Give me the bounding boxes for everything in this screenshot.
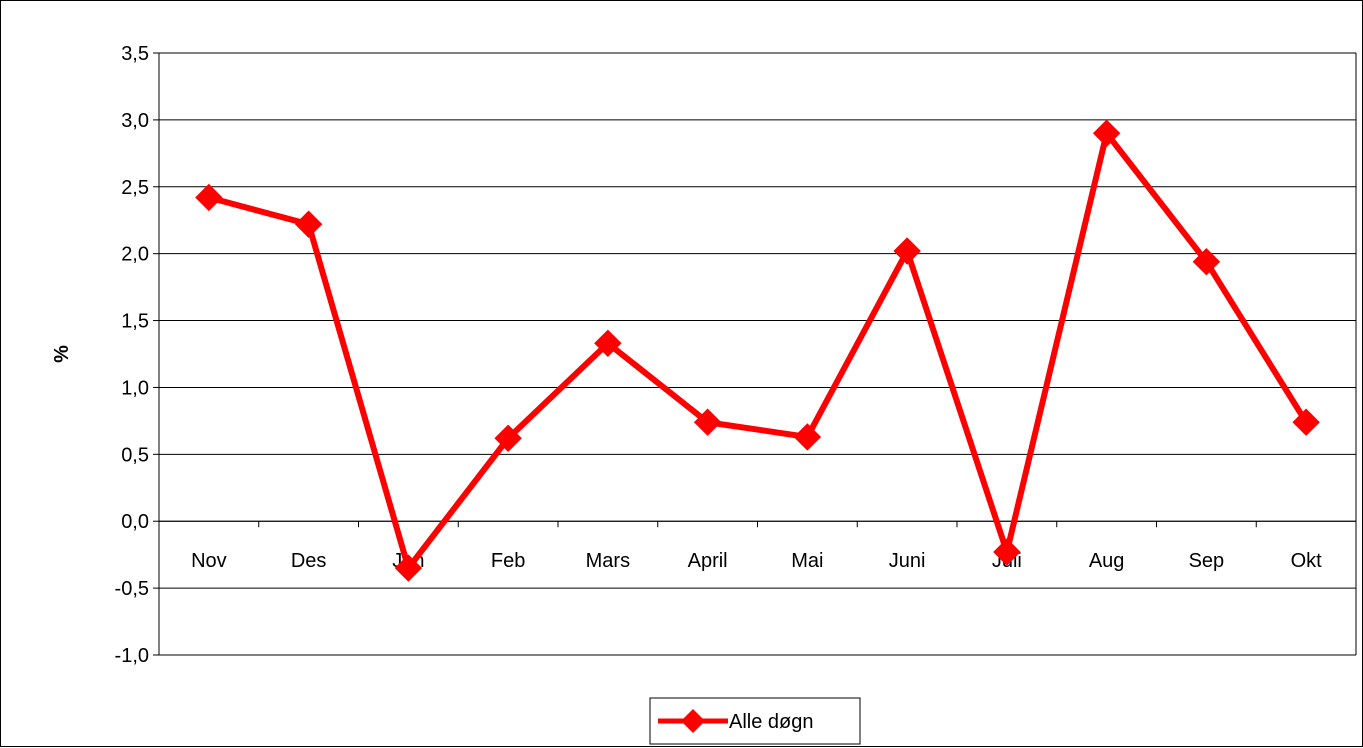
- x-tick-label: Nov: [191, 550, 227, 572]
- x-tick-label: Sep: [1189, 550, 1225, 572]
- x-tick-label: Des: [291, 550, 327, 572]
- y-tick-label: 2,5: [121, 177, 149, 199]
- y-tick-label: 3,5: [121, 43, 149, 65]
- data-point-marker: [1092, 119, 1121, 147]
- x-tick-labels: NovDesJanFebMarsAprilMaiJuniJuliAugSepOk…: [191, 550, 1322, 572]
- data-point-marker: [1292, 408, 1320, 436]
- x-tick-label: Aug: [1089, 550, 1125, 572]
- x-tick-label: Mai: [791, 550, 823, 572]
- y-tick-labels: -1,0 -0,5 0,0 0,5 1,0 1,5 2,0 2,5 3,0 3,5: [115, 43, 149, 667]
- gridlines: [153, 52, 1356, 656]
- data-point-marker: [195, 183, 223, 212]
- y-tick-label: 1,0: [121, 377, 149, 399]
- x-tick-label: Okt: [1291, 550, 1323, 572]
- y-tick-label: 2,0: [121, 244, 149, 266]
- y-tick-label: 0,0: [121, 511, 149, 533]
- y-tick-label: 0,5: [121, 444, 149, 466]
- data-point-marker: [1192, 247, 1221, 276]
- y-tick-label: 1,5: [121, 311, 149, 333]
- data-point-marker: [394, 554, 423, 582]
- x-tick-label: April: [688, 550, 728, 572]
- axes: [158, 53, 1357, 655]
- data-point-marker: [294, 210, 323, 238]
- legend-label: Alle døgn: [729, 711, 814, 733]
- data-point-marker: [993, 538, 1021, 566]
- y-axis-title: %: [51, 345, 73, 363]
- data-point-marker: [793, 423, 822, 451]
- data-point-marker: [893, 237, 921, 265]
- y-tick-label: -1,0: [115, 645, 149, 667]
- legend-diamond-marker: [681, 709, 705, 733]
- y-tick-label: -0,5: [115, 578, 149, 600]
- x-tick-label: Juni: [889, 550, 926, 572]
- data-point-marker: [494, 424, 522, 452]
- data-point-marker: [693, 408, 722, 436]
- data-point-marker: [594, 329, 622, 358]
- y-tick-label: 3,0: [121, 110, 149, 132]
- legend: Alle døgn: [649, 697, 861, 745]
- x-tick-label: Feb: [491, 550, 525, 572]
- series-layer: [195, 119, 1320, 582]
- x-tick-label: Mars: [586, 550, 630, 572]
- series-line: [208, 126, 1309, 575]
